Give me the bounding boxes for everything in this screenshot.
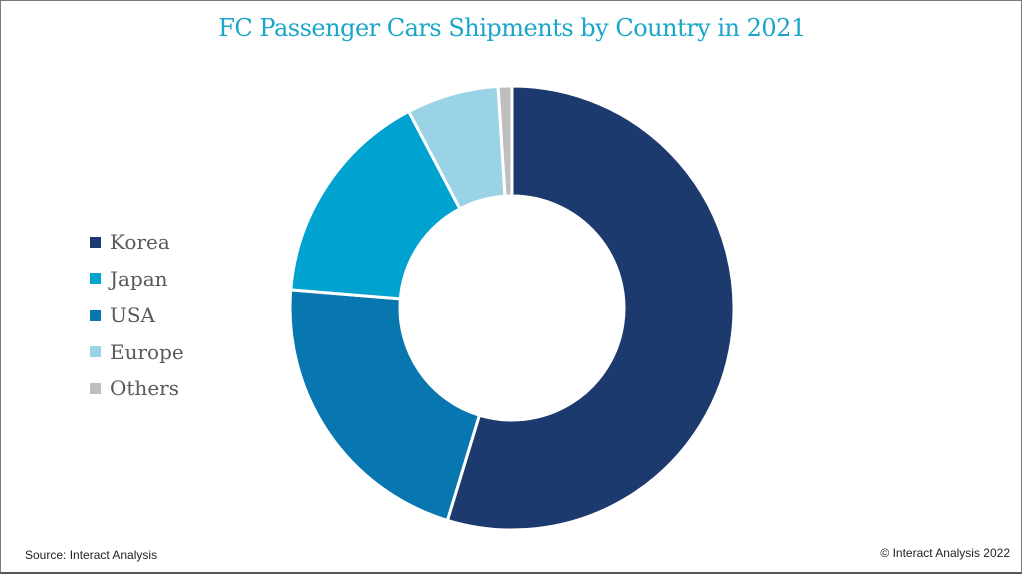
legend-swatch-others bbox=[90, 382, 101, 394]
chart-title: FC Passenger Cars Shipments by Country i… bbox=[218, 14, 806, 42]
legend-swatch-korea bbox=[90, 236, 101, 248]
legend-item-usa: USA bbox=[90, 297, 184, 334]
legend-item-others: Others bbox=[90, 370, 184, 407]
legend-swatch-japan bbox=[90, 273, 101, 285]
legend-item-europe: Europe bbox=[90, 334, 184, 371]
legend-swatch-usa bbox=[90, 309, 101, 321]
donut-slice-others bbox=[496, 84, 514, 198]
donut-slice-japan bbox=[289, 109, 462, 301]
legend-label-japan: Japan bbox=[110, 266, 168, 291]
copyright-note: © Interact Analysis 2022 bbox=[880, 546, 1010, 560]
legend-item-japan: Japan bbox=[90, 261, 184, 298]
legend: Korea Japan USA Europe Others bbox=[90, 224, 184, 407]
legend-label-usa: USA bbox=[110, 303, 155, 328]
legend-label-korea: Korea bbox=[110, 230, 170, 255]
source-note: Source: Interact Analysis bbox=[25, 548, 158, 562]
donut-slice-usa bbox=[288, 288, 482, 523]
legend-label-europe: Europe bbox=[110, 339, 184, 364]
donut-slice-korea bbox=[445, 84, 736, 532]
legend-swatch-europe bbox=[90, 346, 101, 358]
legend-label-others: Others bbox=[110, 376, 179, 401]
legend-item-korea: Korea bbox=[90, 224, 184, 261]
